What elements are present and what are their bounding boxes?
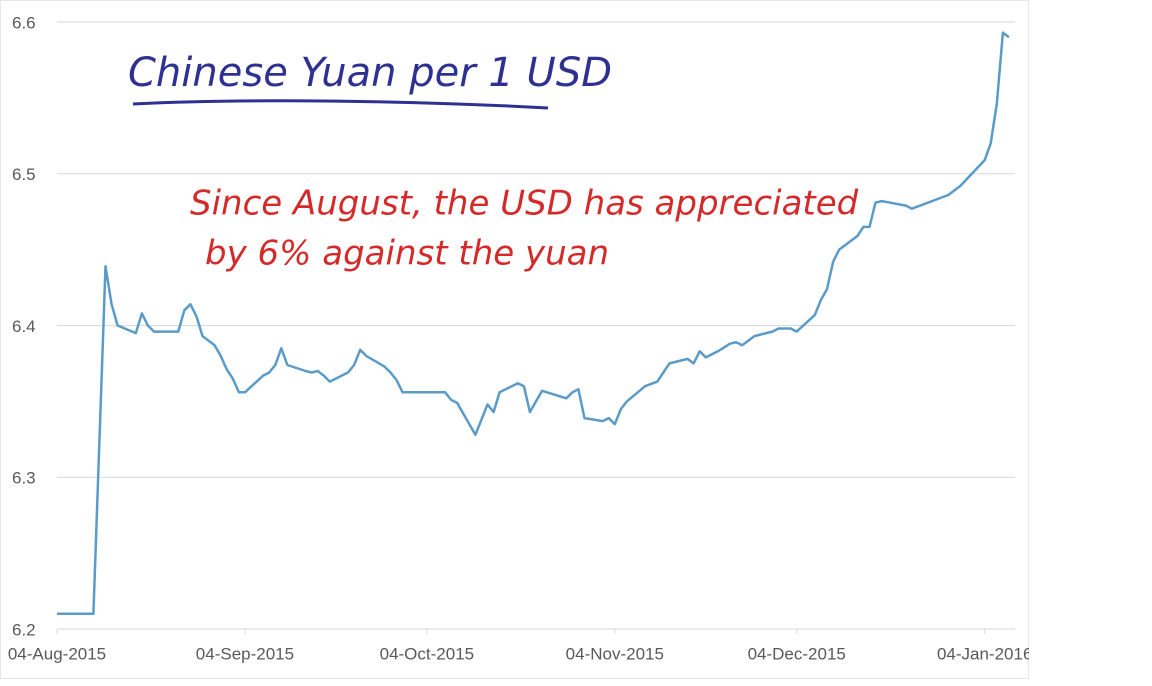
annotation: Since August, the USD has appreciated: [190, 184, 859, 224]
title-underline: [132, 99, 549, 110]
y-tick-label: 6.4: [12, 317, 36, 336]
x-tick-label: 04-Nov-2015: [566, 644, 664, 663]
data-line: [57, 31, 1010, 616]
y-tick-label: 6.6: [12, 13, 36, 32]
x-tick-label: 04-Dec-2015: [748, 644, 846, 663]
chart-frame: [0, 0, 1029, 679]
y-tick-label: 6.5: [12, 165, 36, 184]
ticks: 6.2 6.3 6.4 6.5 6.6 04-Aug-2015 04-Sep-2015 04-…: [8, 13, 1032, 663]
annotation: by 6% against the yuan: [205, 234, 609, 274]
x-tick-label: 04-Oct-2015: [380, 644, 475, 663]
marks: [57, 31, 1010, 616]
y-tick-label: 6.3: [12, 469, 36, 488]
grid: [56, 21, 1015, 634]
x-tick-label: 04-Aug-2015: [8, 644, 106, 663]
y-tick-label: 6.2: [12, 620, 36, 639]
chart-title: Chinese Yuan per 1 USD: [128, 50, 612, 96]
x-tick-label: 04-Sep-2015: [196, 644, 294, 663]
x-tick-label: 04-Jan-2016: [937, 644, 1032, 663]
